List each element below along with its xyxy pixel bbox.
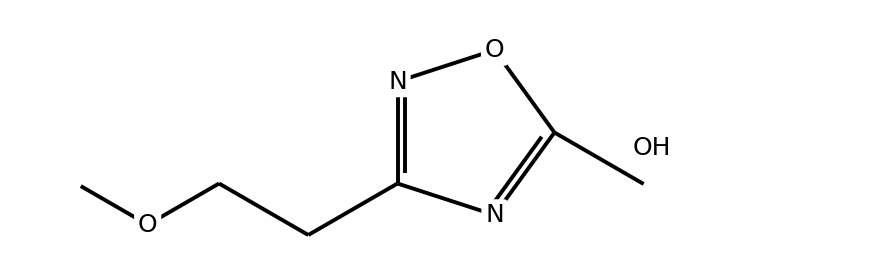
Text: N: N — [485, 203, 504, 227]
Text: O: O — [484, 38, 504, 62]
Text: O: O — [138, 213, 158, 237]
Text: OH: OH — [633, 136, 672, 160]
Text: N: N — [388, 69, 407, 94]
